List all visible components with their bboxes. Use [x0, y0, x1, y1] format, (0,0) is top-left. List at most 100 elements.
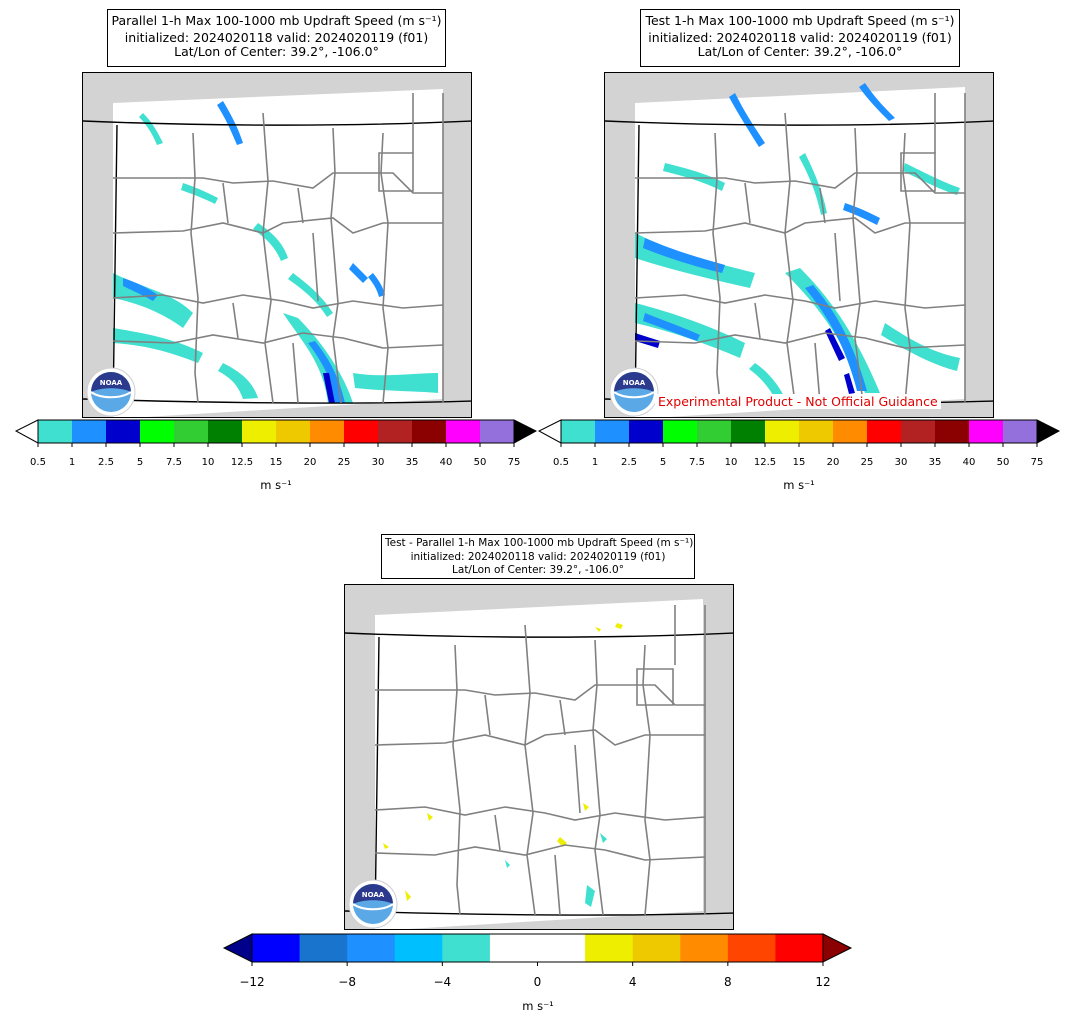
- colorbar-swatch: [680, 934, 729, 962]
- domain-area: [635, 87, 965, 417]
- colorbar-swatch: [310, 420, 345, 443]
- colorbar-tick-label: 1: [68, 457, 76, 468]
- colorbar-tick-label: 2.5: [621, 457, 637, 468]
- diff-map-svg: [345, 599, 733, 929]
- colorbar-swatch: [252, 934, 301, 962]
- colorbar-tick-label: 10: [724, 457, 738, 468]
- experimental-disclaimer: Experimental Product - Not Official Guid…: [655, 394, 941, 409]
- parallel-map-svg: [83, 89, 471, 417]
- county-borders: [112, 93, 444, 404]
- parallel-map: [82, 72, 472, 418]
- colorbar-tick-label: 4: [628, 975, 637, 989]
- colorbar-swatch: [1003, 420, 1038, 443]
- colorbar-tick-label: 30: [894, 457, 908, 468]
- colorbar-tick-label: −8: [338, 975, 357, 989]
- colorbar-swatch: [276, 420, 311, 443]
- domain-area: [375, 599, 703, 929]
- colorbar-tick-label: 0.5: [30, 457, 46, 468]
- colorbar-tick-label: 20: [303, 457, 317, 468]
- colorbar-swatch: [38, 420, 73, 443]
- test-title-line3: Lat/Lon of Center: 39.2°, -106.0°: [697, 44, 903, 59]
- state-borders: [345, 632, 733, 926]
- colorbar-swatch: [489, 934, 538, 962]
- colorbar-swatch: [799, 420, 834, 443]
- colorbar-swatch: [480, 420, 515, 443]
- colorbar-tick-label: 75: [507, 457, 521, 468]
- colorbar-tick-label: 10: [201, 457, 215, 468]
- colorbar-tick-label: 35: [928, 457, 942, 468]
- colorbar-tick-label: 20: [826, 457, 840, 468]
- colorbar-swatch: [775, 934, 824, 962]
- noaa-logo-text: NOAA: [623, 379, 646, 387]
- colorbar-tick-label: 1: [591, 457, 599, 468]
- colorbar-tick-label: 35: [405, 457, 419, 468]
- colorbar-over-arrow: [822, 933, 853, 963]
- county-borders: [374, 605, 706, 916]
- parallel-title-line2: initialized: 2024020118 valid: 202402011…: [124, 30, 429, 45]
- colorbar-tick-label: 2.5: [98, 457, 114, 468]
- colorbar-swatch: [561, 420, 596, 443]
- colorbar-tick-label: 7.5: [166, 457, 182, 468]
- diff-colorbar: −12 −8 −4 0 4 8 12 m s⁻¹: [222, 932, 854, 1027]
- colorbar-swatch: [867, 420, 902, 443]
- colorbar-swatch: [663, 420, 698, 443]
- colorbar-tick-label: −12: [239, 975, 265, 989]
- colorbar-tick-label: 0.5: [553, 457, 569, 468]
- colorbar-swatch: [140, 420, 175, 443]
- colorbar-swatch: [537, 934, 586, 962]
- test-title-line1: Test 1-h Max 100-1000 mb Updraft Speed (…: [645, 13, 955, 28]
- parallel-title-line3: Lat/Lon of Center: 39.2°, -106.0°: [174, 44, 379, 59]
- test-title-box: Test 1-h Max 100-1000 mb Updraft Speed (…: [640, 9, 960, 67]
- colorbar-swatch: [446, 420, 481, 443]
- test-map-svg: [605, 83, 993, 417]
- colorbar-swatch: [727, 934, 776, 962]
- colorbar-swatch: [833, 420, 868, 443]
- test-title-line2: initialized: 2024020118 valid: 202402011…: [648, 30, 952, 45]
- noaa-logo-text: NOAA: [362, 891, 385, 899]
- colorbar-swatch: [595, 420, 630, 443]
- colorbar-tick-label: 30: [371, 457, 385, 468]
- colorbar-swatch: [935, 420, 970, 443]
- colorbar-swatch: [344, 420, 379, 443]
- colorbar-swatch: [442, 934, 491, 962]
- colorbar-tick-label: 12: [815, 975, 831, 989]
- noaa-logo: NOAA: [348, 879, 398, 929]
- colorbar-tick-label: 50: [996, 457, 1010, 468]
- colorbar-swatch: [765, 420, 800, 443]
- colorbar-swatch: [174, 420, 209, 443]
- colorbar-swatch: [72, 420, 107, 443]
- test-colorbar-svg: [537, 419, 1061, 447]
- colorbar-tick-label: 12.5: [753, 457, 777, 468]
- colorbar-tick-label: 7.5: [689, 457, 705, 468]
- diff-colorbar-units: m s⁻¹: [522, 999, 554, 1013]
- colorbar-tick-label: −4: [433, 975, 452, 989]
- colorbar-swatch: [731, 420, 766, 443]
- colorbar-tick-label: 50: [473, 457, 487, 468]
- diff-title-line3: Lat/Lon of Center: 39.2°, -106.0°: [452, 564, 624, 576]
- colorbar-tick-label: 25: [337, 457, 351, 468]
- colorbar-tick-label: 5: [136, 457, 144, 468]
- colorbar-swatch: [697, 420, 732, 443]
- colorbar-swatch: [629, 420, 664, 443]
- noaa-logo-text: NOAA: [100, 379, 123, 387]
- colorbar-swatch: [585, 934, 634, 962]
- diff-title-box: Test - Parallel 1-h Max 100-1000 mb Updr…: [381, 534, 695, 579]
- colorbar-tick-label: 8: [724, 975, 732, 989]
- colorbar-swatch: [969, 420, 1004, 443]
- noaa-logo: NOAA: [609, 367, 659, 417]
- colorbar-tick-label: 40: [962, 457, 976, 468]
- parallel-title-box: Parallel 1-h Max 100-1000 mb Updraft Spe…: [107, 9, 446, 67]
- colorbar-swatch: [208, 420, 243, 443]
- colorbar-over-arrow: [1036, 419, 1061, 444]
- test-colorbar: 0.5 1 2.5 5 7.5 10 12.5 15 20 25 30 35 40 50 75 m s⁻¹: [537, 418, 1067, 498]
- state-borders: [83, 120, 471, 414]
- parallel-colorbar-units: m s⁻¹: [260, 478, 292, 492]
- colorbar-tick-label: 15: [792, 457, 806, 468]
- colorbar-tick-label: 15: [269, 457, 283, 468]
- colorbar-swatch: [394, 934, 443, 962]
- colorbar-under-arrow: [222, 933, 253, 963]
- updraft-field: [113, 101, 438, 403]
- colorbar-swatch: [299, 934, 348, 962]
- colorbar-swatch: [347, 934, 396, 962]
- colorbar-over-arrow: [513, 419, 538, 444]
